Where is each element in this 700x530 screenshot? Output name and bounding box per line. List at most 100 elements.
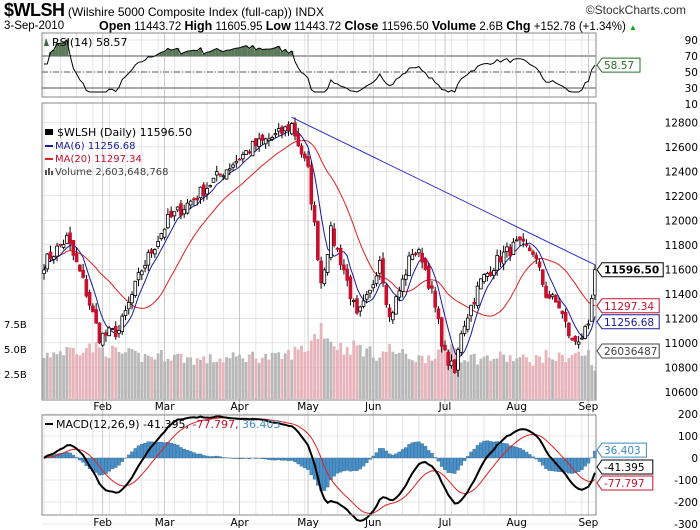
volume-bar — [84, 348, 88, 399]
month-label: Apr — [231, 517, 250, 529]
candle-down — [573, 335, 578, 342]
volume-bar — [384, 351, 388, 399]
candle-down — [312, 205, 317, 223]
volume-bar — [443, 344, 447, 399]
volume-bar — [518, 357, 522, 399]
candle-down — [413, 252, 418, 256]
macd-histogram-bar — [94, 457, 98, 473]
volume-bar — [479, 358, 483, 399]
macd-histogram-bar — [273, 457, 278, 461]
volume-bar — [433, 358, 437, 399]
macd-histogram-bar — [241, 457, 245, 459]
volume-bar — [417, 355, 421, 399]
macd-histogram-bar — [462, 457, 467, 461]
volume-bar — [388, 343, 391, 399]
macd-histogram-bar — [254, 457, 258, 459]
candle-up — [153, 249, 157, 255]
volume-bar — [163, 361, 167, 399]
candle-up — [397, 290, 402, 298]
volume-bar — [326, 338, 330, 399]
macd-histogram-bar — [338, 457, 343, 473]
macd-histogram-bar — [267, 457, 271, 460]
macd-histogram-bar — [576, 457, 581, 472]
volume-bar — [564, 362, 567, 399]
volume-bar — [124, 352, 127, 399]
macd-signal-tag-box — [596, 475, 654, 491]
volume-bar — [130, 349, 134, 399]
volume-bar — [580, 355, 584, 399]
volume-bar — [251, 351, 255, 399]
macd-histogram-bar — [361, 457, 366, 467]
macd-tick-label: -100 — [674, 475, 698, 487]
ma6-legend-icon — [45, 145, 53, 147]
month-label: May — [297, 517, 319, 529]
macd-histogram-bar — [133, 448, 138, 459]
month-label: Jul — [438, 517, 452, 529]
volume-bar — [472, 353, 476, 399]
candle-down — [443, 344, 447, 351]
candle-down — [452, 359, 457, 374]
macd-histogram-bar — [534, 457, 539, 460]
macd-hist-tag: 36.403 — [596, 442, 647, 458]
macd-histogram-bar — [345, 457, 349, 471]
candle-up — [123, 310, 128, 317]
macd-histogram-bar — [107, 457, 111, 472]
volume-bar — [531, 365, 535, 399]
month-label: Mar — [155, 517, 175, 529]
volume-bar — [560, 354, 564, 399]
volume-bar — [375, 360, 378, 399]
candle-down — [299, 145, 304, 155]
ma20-legend-icon — [45, 158, 53, 160]
exchange: INDX — [295, 5, 324, 19]
volume-bar — [381, 351, 385, 399]
macd-hist-tag-text: 36.403 — [604, 445, 641, 457]
candle-up — [117, 330, 121, 334]
candle-up — [580, 337, 584, 340]
ma20-value-tag: 11297.34 — [596, 298, 660, 314]
candle-up — [501, 251, 506, 265]
candle-down — [521, 238, 526, 242]
macd-histogram-bar — [172, 443, 177, 459]
macd-histogram-bar — [260, 457, 265, 459]
candle-up — [276, 128, 281, 132]
rsi-value-tag-text: 58.57 — [604, 60, 634, 72]
volume-bar — [225, 357, 228, 399]
macd-histogram-bar — [570, 457, 574, 474]
macd-histogram-bar — [117, 457, 121, 466]
macd-histogram-bar — [175, 444, 180, 459]
chg-value: +152.78 (+1.34%) — [533, 21, 626, 33]
macd-value-tag-box — [596, 459, 654, 475]
price-tick-label: 10800 — [665, 362, 698, 374]
macd-histogram-bar — [544, 457, 548, 469]
macd-histogram-bar — [358, 457, 362, 470]
chart-labels: 12800 12600 12400 12200 12000 11800 11600 11400… — [4, 35, 698, 530]
volume-bar — [489, 360, 493, 399]
volume-value: 2.6B — [479, 21, 504, 33]
macd-tick-label: -200 — [674, 497, 698, 509]
candle-up — [107, 327, 112, 337]
macd-histogram-bar — [237, 457, 242, 459]
candle-down — [439, 317, 444, 347]
macd-histogram-bar — [469, 451, 473, 459]
brand-logo[interactable]: ©StockCharts.com — [585, 3, 686, 17]
candle-up — [586, 323, 591, 326]
volume-bar — [166, 358, 170, 399]
macd-histogram-bar — [593, 450, 597, 459]
candle-up — [391, 312, 395, 321]
volume-bar — [205, 363, 209, 399]
volume-bar — [407, 359, 411, 399]
volume-bar — [176, 353, 180, 399]
chart-title: $WLSH (Wilshire 5000 Composite Index (fu… — [4, 0, 324, 20]
candle-down — [342, 264, 346, 271]
volume-bar — [264, 353, 268, 399]
volume-bar — [261, 357, 264, 399]
volume-bar — [107, 358, 111, 399]
volume-legend-icon — [45, 168, 53, 175]
volume-bar — [274, 353, 277, 399]
macd-histogram-bar — [185, 450, 190, 459]
ma6-legend: MA(6) 11256.68 — [55, 141, 136, 152]
candle-up — [61, 244, 66, 248]
volume-bar — [485, 355, 489, 399]
candle-down — [387, 307, 392, 318]
volume-bar — [296, 349, 300, 399]
